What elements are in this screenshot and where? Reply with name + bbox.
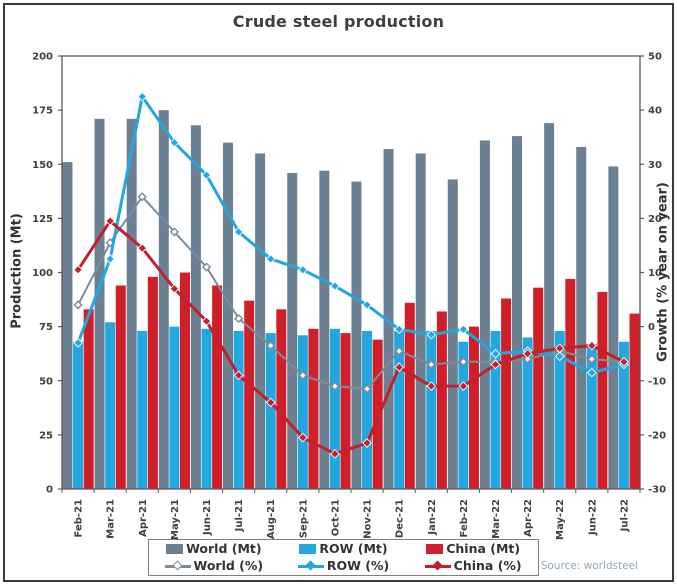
china-bar-swatch-icon [426, 543, 444, 554]
china-line-swatch-icon [424, 560, 451, 571]
svg-text:30: 30 [648, 160, 662, 171]
row-line-swatch-icon [297, 560, 324, 571]
svg-text:10: 10 [648, 268, 662, 279]
svg-text:40: 40 [648, 106, 662, 117]
legend-label: ROW (Mt) [319, 540, 388, 556]
legend-item-row-mt: ROW (Mt) [279, 540, 409, 556]
svg-text:May-21: May-21 [170, 499, 181, 540]
legend-label: China (Mt) [446, 540, 521, 556]
svg-text:50: 50 [648, 52, 662, 63]
right-axis-title: Growth (% year on year) [655, 182, 671, 362]
svg-text:Aug-21: Aug-21 [266, 499, 277, 539]
svg-text:75: 75 [39, 322, 53, 333]
svg-text:25: 25 [39, 430, 53, 441]
legend-item-china-pct: China (%) [408, 558, 538, 573]
chart-title: Crude steel production [232, 12, 445, 31]
svg-text:125: 125 [32, 214, 53, 225]
svg-text:Apr-21: Apr-21 [138, 499, 149, 537]
svg-text:Jul-22: Jul-22 [619, 499, 630, 532]
svg-text:Mar-21: Mar-21 [106, 499, 117, 539]
world-bar-swatch-icon [166, 543, 184, 554]
legend-label: China (%) [453, 558, 522, 573]
svg-text:Jan-22: Jan-22 [427, 499, 438, 536]
svg-text:Feb-21: Feb-21 [74, 499, 85, 537]
svg-text:Apr-22: Apr-22 [523, 499, 534, 537]
legend-label: World (%) [193, 558, 264, 573]
svg-text:-10: -10 [648, 376, 666, 387]
legend-item-row-pct: ROW (%) [279, 558, 409, 573]
svg-text:Jun-22: Jun-22 [587, 499, 598, 536]
legend-item-china-mt: China (Mt) [408, 540, 538, 556]
svg-text:Sep-21: Sep-21 [298, 499, 309, 538]
chart-legend: World (Mt) ROW (Mt) China (Mt) World (%)… [148, 539, 539, 576]
svg-text:May-22: May-22 [555, 499, 566, 540]
svg-text:0: 0 [46, 485, 53, 496]
svg-text:0: 0 [648, 322, 655, 333]
legend-item-world-pct: World (%) [149, 558, 279, 573]
svg-text:200: 200 [32, 52, 53, 63]
svg-text:Oct-21: Oct-21 [330, 499, 341, 536]
svg-text:Feb-22: Feb-22 [459, 499, 470, 537]
svg-text:100: 100 [32, 268, 53, 279]
svg-text:-20: -20 [648, 430, 666, 441]
svg-text:20: 20 [648, 214, 662, 225]
svg-text:Nov-21: Nov-21 [363, 499, 374, 539]
legend-label: World (Mt) [186, 540, 262, 556]
svg-text:Dec-21: Dec-21 [395, 499, 406, 538]
source-attribution: Source: worldsteel [540, 560, 638, 572]
svg-text:-30: -30 [648, 485, 666, 496]
svg-text:Mar-22: Mar-22 [491, 499, 502, 539]
legend-label: ROW (%) [326, 558, 390, 573]
world-line-swatch-icon [164, 560, 191, 571]
svg-text:150: 150 [32, 160, 53, 171]
svg-text:Jul-21: Jul-21 [234, 499, 245, 532]
left-axis-title: Production (Mt) [9, 213, 25, 329]
svg-text:Jun-21: Jun-21 [202, 499, 213, 536]
legend-item-world-mt: World (Mt) [149, 540, 279, 556]
row-bar-swatch-icon [299, 543, 317, 554]
svg-text:50: 50 [39, 376, 53, 387]
svg-text:175: 175 [32, 106, 53, 117]
